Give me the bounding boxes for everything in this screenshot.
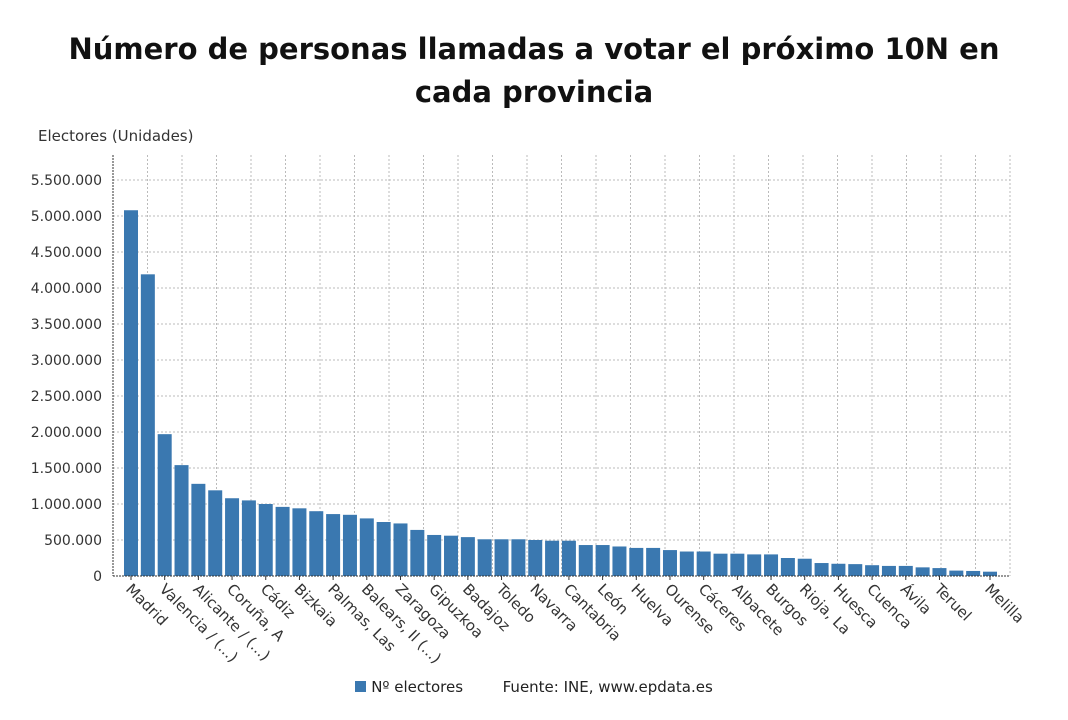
bar bbox=[983, 571, 997, 576]
bar bbox=[629, 547, 644, 576]
x-tick-label: Melilla bbox=[981, 580, 1028, 627]
bar bbox=[561, 540, 576, 576]
bar bbox=[831, 563, 846, 576]
bar bbox=[208, 490, 223, 576]
y-tick-label: 5.000.000 bbox=[31, 209, 102, 225]
bar bbox=[764, 554, 779, 576]
bar bbox=[460, 537, 475, 576]
bar bbox=[730, 553, 745, 576]
bar bbox=[191, 483, 206, 576]
y-tick-label: 2.000.000 bbox=[31, 425, 102, 441]
bar bbox=[932, 568, 947, 576]
bar bbox=[848, 564, 863, 576]
source-note: Fuente: INE, www.epdata.es bbox=[502, 677, 713, 696]
bar bbox=[140, 274, 155, 576]
y-tick-label: 4.000.000 bbox=[31, 281, 102, 297]
bar bbox=[342, 514, 357, 576]
bar bbox=[881, 565, 896, 576]
bar bbox=[225, 498, 240, 576]
bar bbox=[747, 554, 762, 576]
bar bbox=[477, 539, 492, 576]
bar bbox=[578, 545, 593, 576]
bar bbox=[393, 523, 408, 576]
bar bbox=[966, 570, 981, 576]
y-tick-label: 5.500.000 bbox=[31, 173, 102, 189]
bar bbox=[241, 500, 256, 576]
x-tick-label: Teruel bbox=[930, 579, 975, 624]
bar bbox=[595, 545, 610, 576]
bar bbox=[713, 553, 728, 576]
bar bbox=[696, 551, 711, 576]
bar bbox=[612, 546, 627, 576]
bar bbox=[662, 550, 677, 576]
bar bbox=[275, 506, 290, 576]
y-tick-label: 2.500.000 bbox=[31, 389, 102, 405]
bar bbox=[494, 539, 509, 576]
y-tick-label: 1.500.000 bbox=[31, 461, 102, 477]
bar bbox=[646, 547, 661, 576]
bar bbox=[511, 539, 526, 576]
y-tick-label: 500.000 bbox=[44, 533, 102, 549]
bar bbox=[292, 508, 307, 576]
bar bbox=[528, 540, 543, 576]
legend-label: Nº electores bbox=[371, 677, 464, 696]
bar bbox=[174, 465, 189, 576]
bar bbox=[949, 570, 964, 576]
y-axis-title: Electores (Unidades) bbox=[38, 127, 193, 145]
bar bbox=[309, 511, 324, 576]
y-tick-label: 3.000.000 bbox=[31, 353, 102, 369]
bar bbox=[797, 558, 812, 576]
y-tick-label: 0 bbox=[93, 569, 102, 585]
legend: Nº electores Fuente: INE, www.epdata.es bbox=[0, 677, 1068, 696]
bar bbox=[915, 567, 930, 576]
bar bbox=[545, 540, 560, 576]
bar bbox=[326, 514, 341, 576]
chart-title: Número de personas llamadas a votar el p… bbox=[68, 32, 1000, 109]
bar bbox=[258, 504, 273, 576]
bar bbox=[376, 522, 391, 576]
legend-swatch bbox=[355, 681, 367, 692]
bar bbox=[814, 563, 829, 576]
bar bbox=[780, 558, 795, 576]
bar bbox=[410, 529, 425, 576]
bar bbox=[444, 535, 459, 576]
bar bbox=[898, 565, 913, 576]
y-tick-label: 3.500.000 bbox=[31, 317, 102, 333]
bar bbox=[359, 518, 374, 576]
y-tick-label: 1.000.000 bbox=[31, 497, 102, 513]
bar bbox=[124, 210, 138, 577]
bar bbox=[865, 565, 880, 576]
bar bbox=[679, 551, 694, 576]
y-tick-label: 4.500.000 bbox=[31, 245, 102, 261]
bar bbox=[427, 534, 442, 576]
bar bbox=[157, 434, 172, 576]
